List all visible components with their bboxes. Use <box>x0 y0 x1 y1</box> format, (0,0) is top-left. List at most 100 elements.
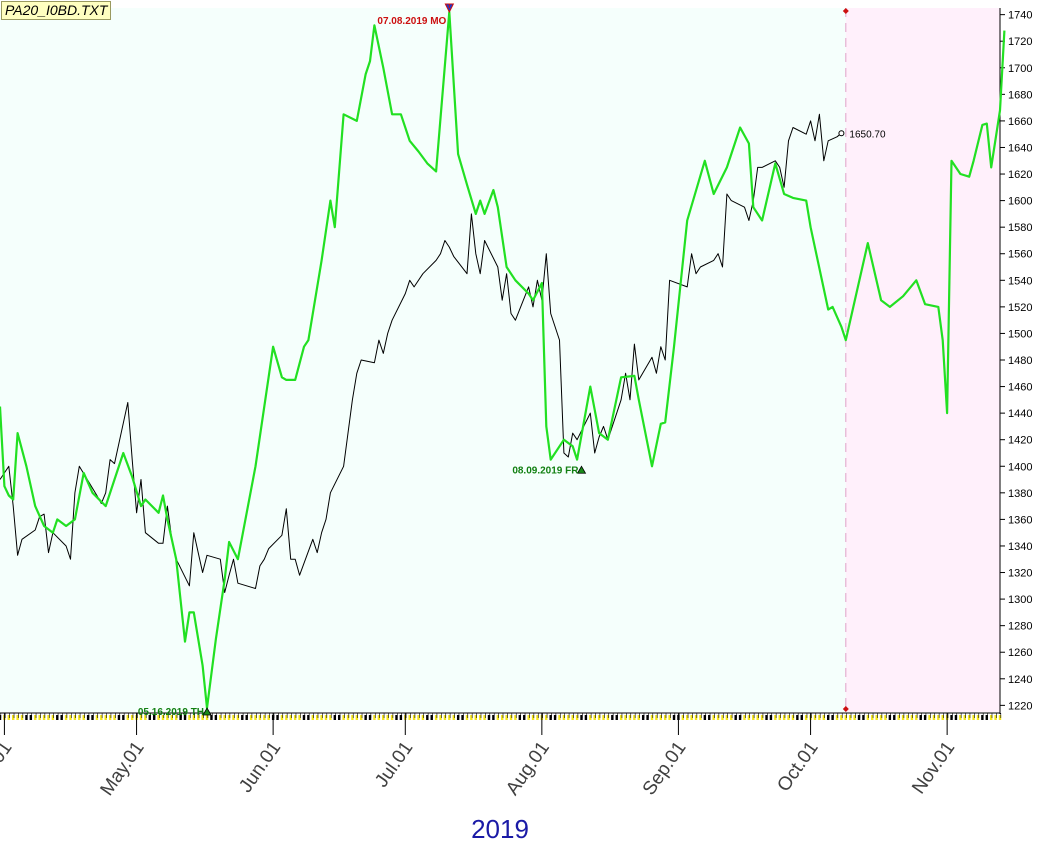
x-day-tick <box>694 715 698 720</box>
x-day-tick <box>448 715 451 720</box>
y-tick-label: 1380 <box>1008 488 1032 500</box>
x-day-tick <box>981 715 984 720</box>
x-day-tick <box>214 715 218 720</box>
y-tick-label: 1660 <box>1008 116 1032 128</box>
x-day-tick <box>699 715 702 720</box>
x-day-tick <box>91 715 94 720</box>
x-day-tick <box>655 715 658 720</box>
x-day-tick <box>60 715 63 720</box>
x-day-tick <box>835 715 839 720</box>
divider-top-marker <box>842 8 849 14</box>
x-day-tick <box>104 715 107 720</box>
x-day-tick <box>232 715 235 720</box>
x-day-tick <box>236 715 240 720</box>
forecast-series-line <box>0 10 1006 710</box>
y-tick-label: 1320 <box>1008 568 1032 580</box>
x-day-tick <box>73 715 77 720</box>
x-day-tick <box>897 715 900 720</box>
x-day-tick <box>686 715 689 720</box>
x-day-tick <box>760 715 764 720</box>
x-day-tick <box>201 715 204 720</box>
x-day-tick <box>470 715 473 720</box>
x-day-tick <box>575 715 579 720</box>
y-tick-label: 1220 <box>1008 700 1032 712</box>
x-day-tick <box>536 715 539 720</box>
x-day-tick <box>443 715 447 720</box>
x-day-tick <box>840 715 843 720</box>
y-tick-label: 1400 <box>1008 461 1032 473</box>
x-day-tick <box>82 715 85 720</box>
x-day-tick <box>650 715 654 720</box>
x-day-tick <box>518 715 522 720</box>
x-day-tick <box>774 715 777 720</box>
y-tick-label: 1280 <box>1008 621 1032 633</box>
x-day-tick <box>646 715 649 720</box>
x-day-tick <box>756 715 759 720</box>
x-day-tick <box>791 715 795 720</box>
x-day-tick <box>307 715 310 720</box>
x-day-tick <box>298 715 301 720</box>
x-day-tick <box>893 715 896 720</box>
x-day-tick <box>813 715 817 720</box>
x-day-tick <box>602 715 605 720</box>
x-day-tick <box>571 715 574 720</box>
x-day-tick <box>311 715 314 720</box>
x-day-tick <box>364 715 367 720</box>
x-day-tick <box>553 715 557 720</box>
x-day-tick <box>47 715 50 720</box>
x-day-tick <box>360 715 363 720</box>
x-day-tick <box>421 715 425 720</box>
x-day-tick <box>113 715 116 720</box>
x-day-tick <box>302 715 306 720</box>
x-day-tick <box>637 715 640 720</box>
x-day-tick <box>628 715 632 720</box>
x-day-tick <box>456 715 460 720</box>
x-day-tick <box>769 715 773 720</box>
x-day-tick <box>853 715 856 720</box>
x-day-tick <box>919 715 922 720</box>
x-day-tick <box>320 715 323 720</box>
x-day-tick <box>668 715 671 720</box>
x-day-tick <box>659 715 662 720</box>
x-day-tick <box>263 715 266 720</box>
x-day-tick <box>804 715 808 720</box>
x-day-tick <box>108 715 112 720</box>
x-day-tick <box>549 715 552 720</box>
x-day-tick <box>910 715 914 720</box>
x-tick-label: Oct.01 <box>773 738 822 796</box>
x-day-tick <box>258 715 262 720</box>
x-day-tick <box>210 715 213 720</box>
x-day-tick <box>29 715 33 720</box>
y-tick-label: 1480 <box>1008 355 1032 367</box>
x-day-tick <box>967 715 971 720</box>
x-day-tick <box>12 715 15 720</box>
x-tick-label: Jun.01 <box>235 738 285 797</box>
x-day-tick <box>7 715 11 720</box>
x-day-tick <box>915 715 918 720</box>
x-day-tick <box>293 715 297 720</box>
x-day-tick <box>496 715 499 720</box>
x-day-tick <box>743 715 746 720</box>
x-day-tick <box>227 715 231 720</box>
x-day-tick <box>963 715 966 720</box>
x-day-tick <box>972 715 975 720</box>
x-day-tick <box>42 715 46 720</box>
x-day-tick <box>849 715 852 720</box>
x-day-tick <box>183 715 187 720</box>
x-day-tick <box>989 715 993 720</box>
x-day-tick <box>985 715 988 720</box>
x-day-tick <box>584 715 588 720</box>
x-day-tick <box>399 715 403 720</box>
last-value-label: 1650.70 <box>849 129 886 140</box>
x-day-tick <box>492 715 495 720</box>
x-day-tick <box>787 715 790 720</box>
y-tick-label: 1620 <box>1008 169 1032 181</box>
x-day-tick <box>923 715 927 720</box>
x-day-tick <box>100 715 103 720</box>
x-day-tick <box>505 715 508 720</box>
x-day-tick <box>483 715 486 720</box>
x-day-tick <box>514 715 517 720</box>
x-day-tick <box>545 715 548 720</box>
x-day-tick <box>959 715 962 720</box>
